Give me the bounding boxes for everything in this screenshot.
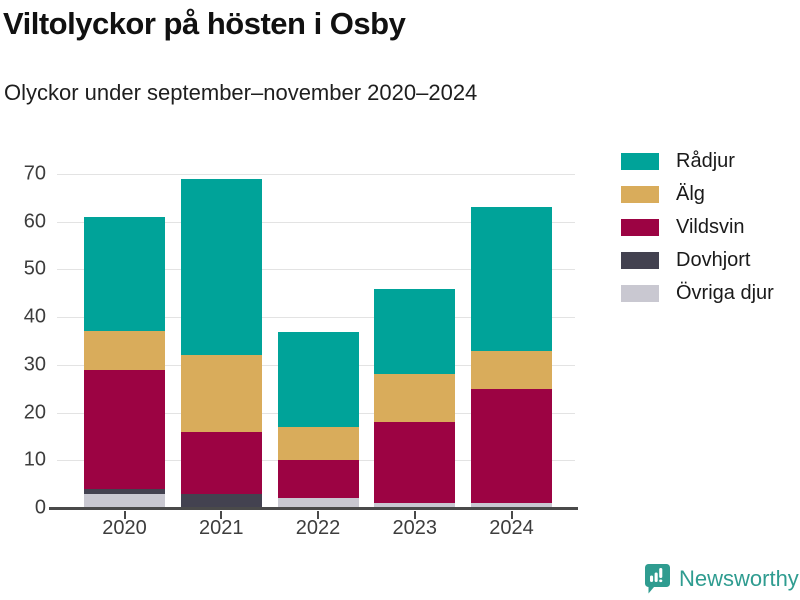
x-axis-labels: 2020 2021 2022 2023 2024	[57, 517, 575, 540]
y-axis-tick-label: 50	[23, 257, 46, 280]
bar-segment-övriga-djur	[471, 503, 552, 508]
bar-segment-vildsvin	[84, 369, 165, 489]
x-axis-tick	[317, 511, 319, 519]
y-axis-tick-label: 20	[23, 401, 46, 424]
x-axis-tick	[123, 511, 126, 519]
bars-container	[57, 174, 575, 519]
bar-segment-övriga-djur	[277, 498, 359, 508]
legend-swatch	[621, 186, 659, 203]
x-axis-label: 2020	[102, 517, 147, 539]
legend-label: Vildsvin	[676, 216, 745, 238]
bar-2020	[84, 216, 165, 519]
x-axis-label: 2024	[489, 517, 534, 539]
legend-item-älg: Älg	[621, 183, 774, 206]
bar-2024	[471, 207, 552, 519]
gridline-40	[57, 317, 575, 319]
legend-swatch	[621, 153, 659, 170]
bar-2021	[180, 178, 262, 519]
x-axis-line	[49, 507, 578, 510]
y-axis-tick-label: 0	[34, 496, 46, 519]
y-axis-labels: 0 10 20 30 40 50 60 70	[0, 163, 46, 519]
bar-segment-övriga-djur	[84, 493, 165, 508]
bar-segment-älg	[374, 374, 456, 423]
newsworthy-logo-icon	[645, 564, 670, 594]
y-axis-tick-label: 40	[23, 305, 46, 328]
bar-segment-vildsvin	[374, 422, 456, 504]
x-axis-tick	[220, 511, 223, 519]
y-axis-tick-label: 70	[23, 162, 46, 185]
bar-segment-rådjur	[277, 331, 359, 427]
x-axis-label: 2023	[392, 517, 438, 539]
bar-segment-älg	[471, 350, 552, 389]
bar-segment-dovhjort	[84, 488, 165, 494]
legend-item-övriga-djur: Övriga djur	[621, 282, 774, 305]
y-axis-tick-label: 30	[23, 353, 46, 376]
legend-label: Övriga djur	[676, 282, 774, 304]
legend-item-rådjur: Rådjur	[621, 150, 774, 173]
bar-2022	[277, 331, 359, 519]
legend-swatch	[621, 285, 659, 302]
bar-segment-rådjur	[374, 288, 456, 375]
legend-swatch	[621, 219, 659, 236]
legend-label: Älg	[676, 183, 705, 205]
legend-label: Dovhjort	[676, 249, 751, 271]
legend-item-dovhjort: Dovhjort	[621, 249, 774, 272]
legend: Rådjur Älg Vildsvin Dovhjort Övriga djur	[621, 150, 774, 315]
legend-item-vildsvin: Vildsvin	[621, 216, 774, 239]
legend-swatch	[621, 252, 659, 269]
bar-segment-älg	[84, 331, 165, 370]
bar-segment-älg	[277, 426, 359, 461]
newsworthy-logo-text: Newsworthy	[679, 565, 799, 591]
bar-segment-rådjur	[471, 207, 552, 351]
bar-segment-älg	[180, 355, 262, 432]
bar-segment-vildsvin	[180, 431, 262, 494]
plot-area	[57, 174, 575, 519]
bar-segment-rådjur	[180, 178, 262, 356]
bar-segment-rådjur	[84, 216, 165, 332]
bar-segment-dovhjort	[180, 493, 262, 508]
bar-segment-övriga-djur	[374, 503, 456, 508]
x-axis-tick	[510, 511, 513, 519]
y-axis-tick-label: 60	[23, 210, 46, 233]
y-axis-tick-label: 10	[23, 448, 46, 471]
chart-title: Viltolyckor på hösten i Osby	[3, 6, 406, 41]
chart-subtitle: Olyckor under september–november 2020–20…	[4, 80, 478, 105]
x-axis-label: 2022	[295, 517, 341, 539]
x-axis-label: 2021	[199, 517, 244, 539]
bar-segment-vildsvin	[471, 388, 552, 504]
bar-segment-vildsvin	[277, 460, 359, 499]
gridline-70	[57, 174, 575, 175]
branding: Newsworthy	[644, 563, 799, 594]
gridline-50	[57, 269, 575, 271]
gridline-60	[57, 221, 575, 223]
bar-2023	[374, 288, 456, 519]
x-axis-tick	[413, 511, 416, 519]
legend-label: Rådjur	[676, 150, 735, 172]
